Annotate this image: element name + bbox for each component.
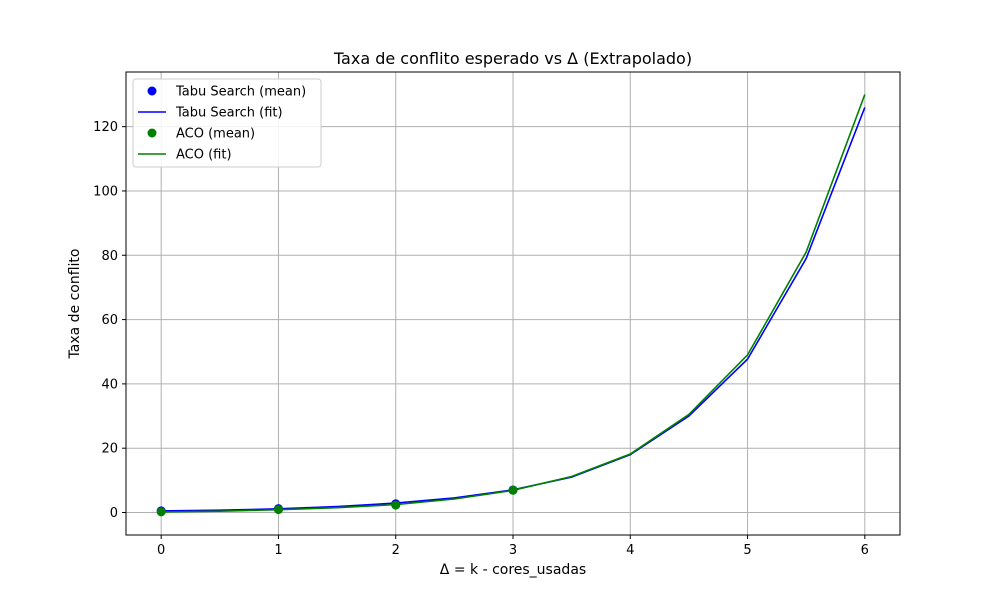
x-tick-label: 1 [274, 543, 282, 558]
chart-title: Taxa de conflito esperado vs Δ (Extrapol… [333, 49, 692, 68]
y-tick-label: 40 [101, 377, 118, 392]
legend-label: ACO (fit) [176, 148, 232, 163]
series-layer [156, 94, 866, 517]
data-point [508, 485, 518, 495]
x-tick-label: 4 [626, 543, 634, 558]
legend-marker [147, 86, 157, 96]
legend: Tabu Search (mean) Tabu Search (fit) ACO (… [132, 78, 322, 168]
x-tick-label: 5 [743, 543, 751, 558]
legend-label: Tabu Search (mean) [175, 85, 306, 100]
y-axis-label: Taxa de conflito [67, 249, 83, 360]
legend-marker [147, 128, 157, 138]
x-tick-label: 2 [392, 543, 400, 558]
legend-label: Tabu Search (fit) [175, 106, 283, 121]
data-point [391, 500, 401, 510]
y-tick-label: 100 [93, 184, 118, 199]
x-axis-label: Δ = k - cores_usadas [440, 562, 586, 578]
x-tick-label: 6 [861, 543, 869, 558]
y-tick-label: 0 [110, 506, 118, 521]
data-point [273, 505, 283, 515]
legend-label: ACO (mean) [176, 127, 255, 142]
y-tick-label: 20 [101, 442, 118, 457]
x-tick-label: 3 [509, 543, 517, 558]
y-tick-label: 80 [101, 249, 118, 264]
y-tick-label: 60 [101, 313, 118, 328]
x-tick-label: 0 [157, 543, 165, 558]
data-point [156, 507, 166, 517]
y-tick-label: 120 [93, 120, 118, 135]
legend-box [132, 78, 322, 168]
